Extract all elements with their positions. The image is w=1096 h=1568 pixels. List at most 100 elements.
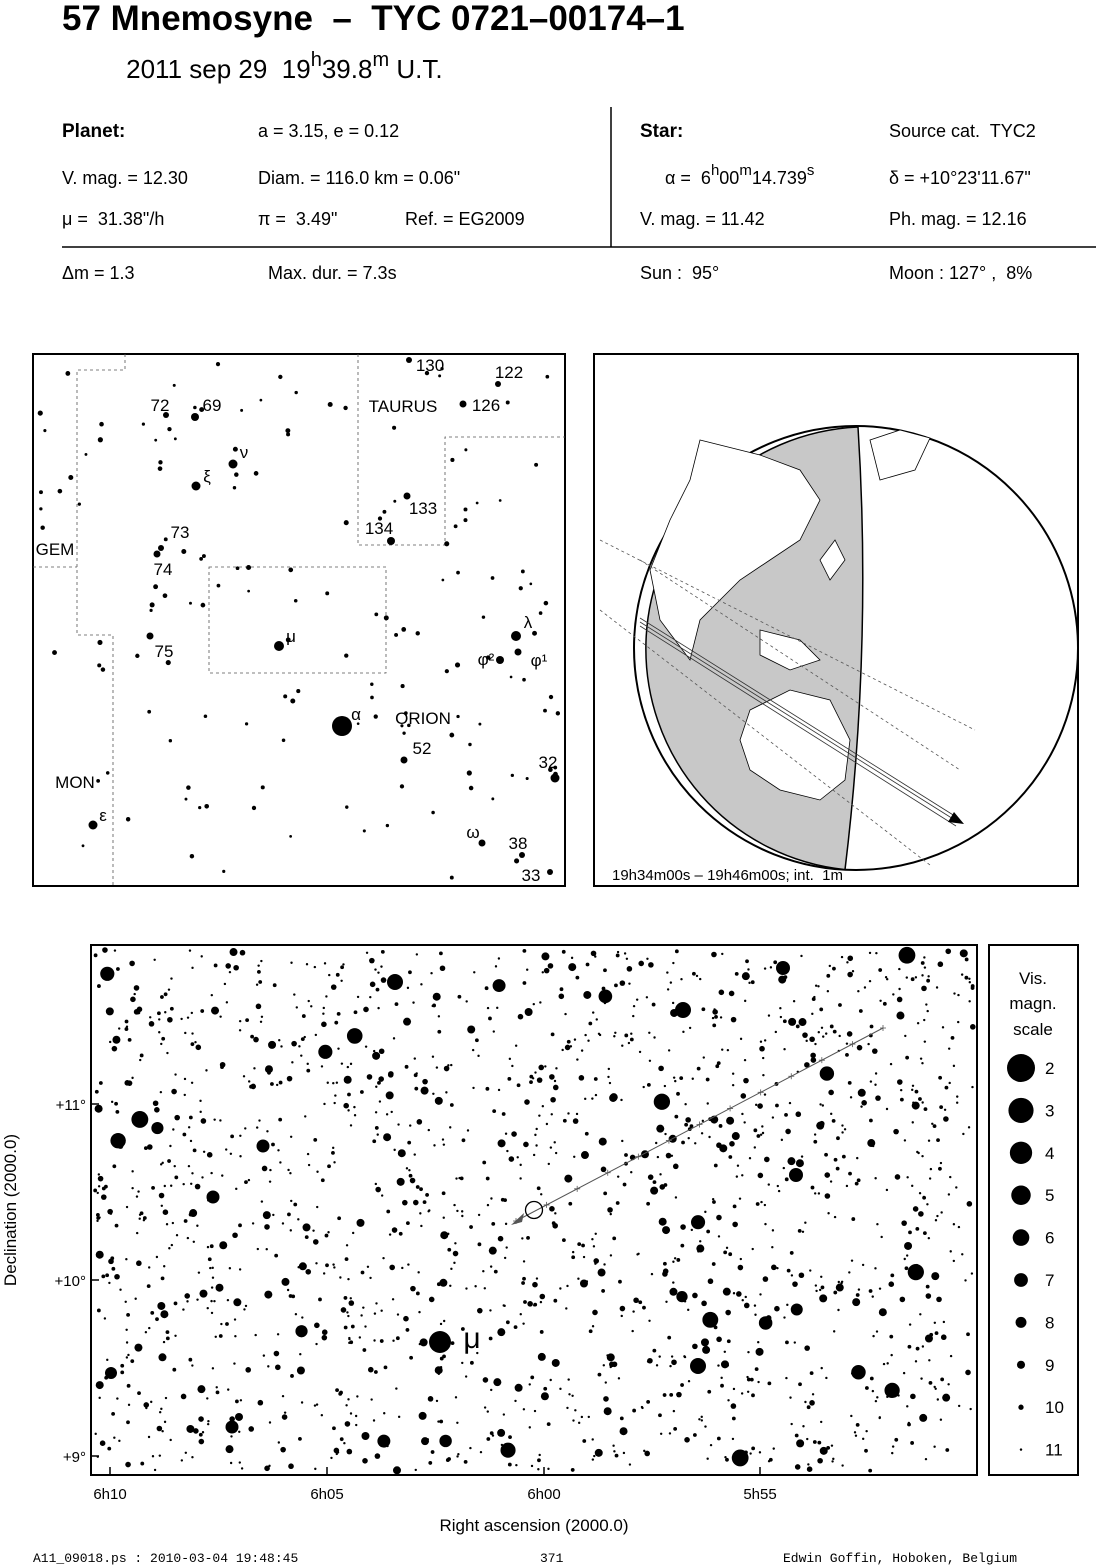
star <box>713 1008 716 1011</box>
star <box>497 1088 501 1092</box>
star <box>896 1079 903 1085</box>
star <box>156 1425 163 1432</box>
star <box>889 1334 894 1339</box>
star <box>372 1139 377 1144</box>
star <box>819 1294 828 1303</box>
finder-label: φ² <box>478 650 495 669</box>
star <box>680 1243 685 1248</box>
star <box>802 1425 805 1428</box>
star <box>943 1108 947 1112</box>
star <box>347 1277 350 1281</box>
star <box>291 1294 296 1299</box>
star <box>430 1450 435 1454</box>
star <box>655 1364 659 1367</box>
star <box>591 1097 594 1100</box>
star <box>743 1121 746 1124</box>
star <box>648 1059 652 1062</box>
star <box>348 1300 355 1306</box>
star <box>731 1072 735 1075</box>
star <box>597 1372 602 1377</box>
finder-label: φ¹ <box>531 651 548 670</box>
star <box>322 1012 325 1015</box>
star <box>365 951 369 954</box>
star <box>712 1009 718 1015</box>
star <box>813 1192 817 1195</box>
star <box>950 1035 955 1040</box>
star <box>924 1457 928 1461</box>
star <box>387 537 395 545</box>
star <box>857 1288 861 1291</box>
star <box>620 1098 623 1102</box>
star <box>838 1003 842 1007</box>
star <box>99 421 104 427</box>
star <box>165 1330 170 1334</box>
star <box>152 1100 159 1107</box>
star <box>300 1054 303 1057</box>
star <box>38 490 43 495</box>
star <box>327 401 333 407</box>
star <box>931 1272 940 1281</box>
star <box>957 1225 961 1229</box>
star <box>964 1279 967 1282</box>
star <box>614 1031 617 1034</box>
star <box>504 1132 508 1135</box>
star <box>209 1266 212 1270</box>
star <box>147 1144 153 1150</box>
star <box>463 518 468 523</box>
star <box>333 1161 336 1164</box>
star <box>828 964 832 968</box>
star <box>321 1021 327 1028</box>
star <box>465 1000 468 1003</box>
star <box>314 1467 317 1471</box>
star <box>723 1350 727 1354</box>
star <box>623 952 627 955</box>
star <box>157 466 163 471</box>
star <box>350 1324 355 1329</box>
star <box>496 1006 499 1010</box>
star <box>550 1096 556 1103</box>
star <box>359 1090 364 1094</box>
star <box>541 1105 545 1108</box>
star <box>467 1025 476 1034</box>
star <box>927 975 930 978</box>
star <box>95 1381 104 1390</box>
star <box>826 989 830 993</box>
legend-dot <box>1019 1448 1023 1451</box>
star <box>186 1016 190 1019</box>
star <box>692 1433 697 1437</box>
star <box>524 1007 533 1016</box>
star <box>741 972 750 981</box>
star <box>896 996 903 1003</box>
star <box>740 1392 744 1395</box>
star <box>440 1231 449 1240</box>
star <box>398 1231 403 1236</box>
star <box>541 971 544 974</box>
star <box>188 1115 193 1120</box>
star <box>878 968 883 972</box>
finder-label: 74 <box>154 560 173 579</box>
footer-file: A11_09018.ps : 2010-03-04 19:48:45 <box>33 1551 298 1566</box>
arrow <box>948 812 964 824</box>
star <box>684 1122 689 1127</box>
star <box>180 1459 184 1462</box>
star <box>741 1299 744 1302</box>
date: 2011 sep 29 19h39.8m U.T. <box>90 49 464 84</box>
star <box>130 996 136 1003</box>
star <box>151 1185 155 1190</box>
star <box>315 1342 318 1346</box>
star <box>466 770 472 776</box>
star <box>672 961 675 965</box>
star <box>615 953 620 958</box>
star <box>743 1058 747 1062</box>
star <box>182 1182 185 1186</box>
star <box>830 1112 833 1116</box>
finder-label: 133 <box>409 499 437 518</box>
star <box>469 1225 473 1229</box>
arrow <box>511 1213 524 1225</box>
star <box>561 1238 566 1243</box>
star <box>193 1428 199 1434</box>
star <box>672 1281 675 1284</box>
star <box>949 1250 952 1253</box>
star <box>613 1450 616 1453</box>
star <box>497 1328 506 1337</box>
